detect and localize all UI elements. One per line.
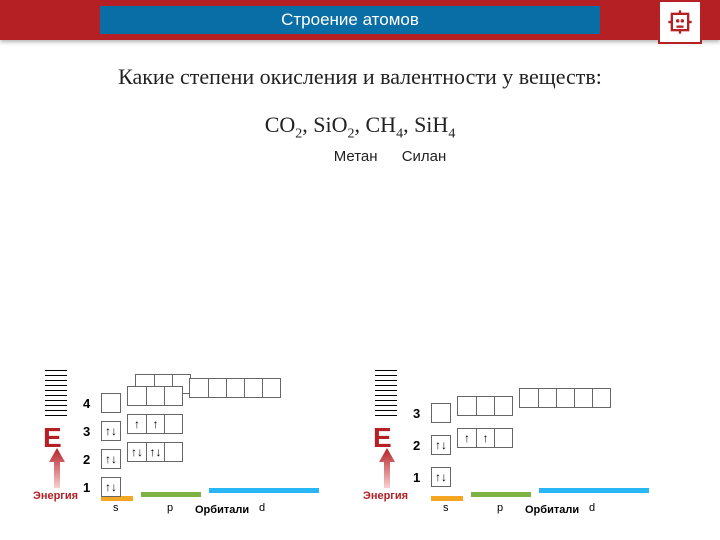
energy-arrow-icon [379,448,395,488]
p-orbital-bar [141,492,201,497]
level-number: 3 [413,406,420,421]
slide-title: Строение атомов [100,6,600,34]
orbital-box-p: ↑↓↑↓ [127,442,183,462]
orbital-box-s: ↑↓ [431,435,451,455]
orbitals-label: Орбитали [195,504,249,510]
d-label: d [259,502,265,514]
orbital-box-s [431,403,451,423]
level-number: 1 [413,470,420,485]
orbital-diagram-silicon: Е Энергия s p d Орбитали1↑↓2↑↓↑↓↑↓3↑↓↑↑4 [45,330,345,510]
energy-arrow-icon [49,448,65,488]
logo-icon [658,0,702,44]
level-number: 4 [83,396,90,411]
p-label: p [497,502,503,514]
orbital-box-p [127,386,183,406]
formulas-row: CO2, SiO2, CH4, SiH4 [40,112,680,142]
orbitals-label: Орбитали [525,504,579,510]
level-number: 1 [83,480,90,495]
s-label: s [443,502,449,514]
s-orbital-bar [431,496,463,501]
d-label: d [589,502,595,514]
orbital-box-s: ↑↓ [431,467,451,487]
orbital-diagram-carbon: Е Энергия s p d Орбитали1↑↓2↑↓↑↑3 [375,330,675,510]
level-number: 2 [83,452,90,467]
label-methane: Метан [334,148,378,165]
content: Какие степени окисления и валентности у … [0,40,720,165]
header-bar: Строение атомов [0,0,720,40]
orbital-box-s: ↑↓ [101,421,121,441]
d-orbital-bar [209,488,319,493]
orbital-box-p [457,396,513,416]
energy-label: Энергия [363,490,408,502]
orbital-box-s: ↑↓ [101,449,121,469]
orbital-box-d [519,388,611,408]
orbital-box-s [101,393,121,413]
orbital-box-s: ↑↓ [101,477,121,497]
energy-label: Энергия [33,490,78,502]
question-text: Какие степени окисления и валентности у … [40,64,680,90]
p-orbital-bar [471,492,531,497]
diagrams-row: Е Энергия s p d Орбитали1↑↓2↑↓↑↓↑↓3↑↓↑↑4… [0,330,720,510]
compound-labels: Метан Силан [40,148,680,165]
p-label: p [167,502,173,514]
level-number: 3 [83,424,90,439]
orbital-box-d [189,378,281,398]
s-label: s [113,502,119,514]
orbital-box-p: ↑↑ [457,428,513,448]
orbital-box-p: ↑↑ [127,414,183,434]
label-silane: Силан [402,148,447,165]
d-orbital-bar [539,488,649,493]
level-number: 2 [413,438,420,453]
